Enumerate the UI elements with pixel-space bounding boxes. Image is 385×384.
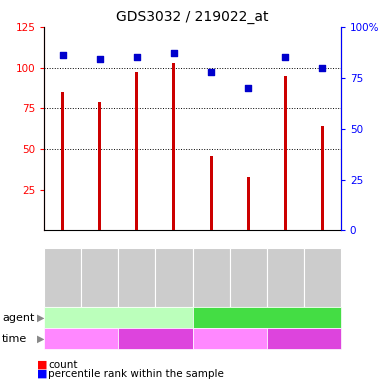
Point — [60, 52, 66, 58]
Text: GDS3032 / 219022_at: GDS3032 / 219022_at — [116, 10, 269, 23]
Text: ▶: ▶ — [37, 334, 44, 344]
Text: GSM174945: GSM174945 — [58, 252, 67, 303]
Point — [245, 85, 251, 91]
Text: 5 d: 5 d — [72, 334, 90, 344]
Text: GSM174948: GSM174948 — [318, 252, 327, 303]
Point — [282, 55, 288, 61]
Text: ▶: ▶ — [37, 313, 44, 323]
Text: 5 d: 5 d — [221, 334, 238, 344]
Bar — [247, 177, 249, 230]
Text: 10 d: 10 d — [143, 334, 168, 344]
Point — [97, 56, 103, 63]
Bar — [136, 73, 138, 230]
Text: GSM174946: GSM174946 — [95, 252, 104, 303]
Bar — [284, 76, 286, 230]
Text: percentile rank within the sample: percentile rank within the sample — [48, 369, 224, 379]
Text: count: count — [48, 360, 78, 370]
Text: control: control — [99, 313, 138, 323]
Bar — [61, 92, 64, 230]
Point — [319, 65, 325, 71]
Point — [134, 55, 140, 61]
Text: ■: ■ — [37, 360, 47, 370]
Bar — [209, 156, 213, 230]
Text: time: time — [2, 334, 27, 344]
Text: GSM174819: GSM174819 — [206, 252, 216, 303]
Text: GSM174947: GSM174947 — [281, 252, 290, 303]
Text: GSM174949: GSM174949 — [132, 252, 141, 303]
Point — [171, 50, 177, 56]
Text: quercetin: quercetin — [240, 313, 293, 323]
Text: GSM174950: GSM174950 — [169, 252, 179, 303]
Bar — [172, 63, 176, 230]
Text: agent: agent — [2, 313, 34, 323]
Text: ■: ■ — [37, 369, 47, 379]
Bar — [99, 102, 101, 230]
Text: 10 d: 10 d — [291, 334, 316, 344]
Bar — [321, 126, 324, 230]
Point — [208, 69, 214, 75]
Text: GSM174944: GSM174944 — [244, 252, 253, 303]
